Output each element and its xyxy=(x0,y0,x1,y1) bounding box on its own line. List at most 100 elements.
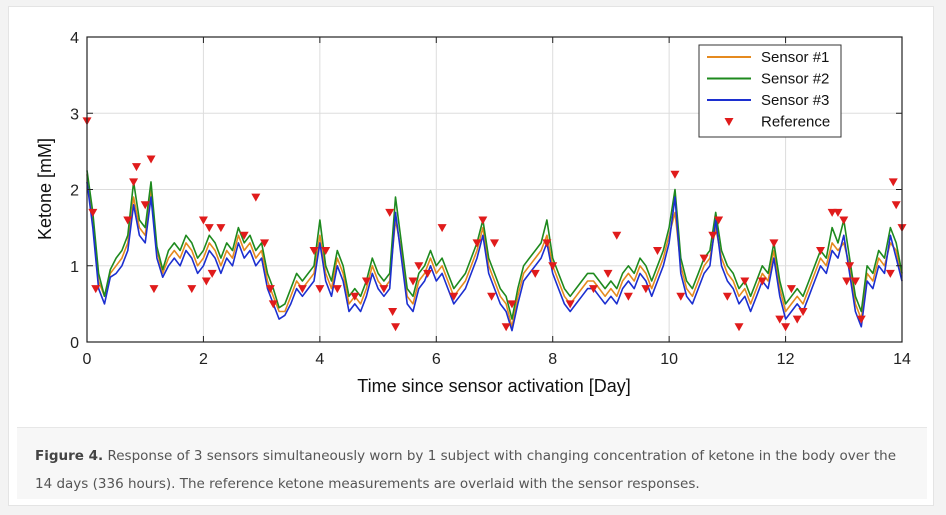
x-tick-label: 2 xyxy=(199,351,208,368)
reference-marker xyxy=(207,269,217,278)
reference-marker xyxy=(391,323,401,332)
x-tick-label: 0 xyxy=(83,351,92,368)
reference-marker xyxy=(315,285,325,294)
reference-marker xyxy=(361,277,371,286)
y-axis-label: Ketone [mM] xyxy=(35,138,55,240)
reference-marker xyxy=(332,285,342,294)
reference-marker xyxy=(379,285,389,294)
reference-marker xyxy=(792,315,802,324)
reference-marker xyxy=(856,315,866,324)
y-tick-label: 3 xyxy=(70,106,79,123)
caption-label: Figure 4. xyxy=(35,448,104,464)
reference-marker xyxy=(146,155,156,164)
reference-marker xyxy=(827,208,837,217)
reference-marker xyxy=(251,193,261,202)
reference-marker xyxy=(321,247,331,255)
sensor-2-line xyxy=(86,170,903,320)
x-tick-label: 14 xyxy=(893,351,911,368)
legend-label-sensor-3: Sensor #3 xyxy=(761,92,829,109)
legend: Sensor #1 Sensor #2 Sensor #3 Reference xyxy=(698,44,842,138)
reference-marker xyxy=(653,247,662,255)
reference-marker xyxy=(408,277,418,286)
reference-marker xyxy=(265,285,275,294)
reference-marker xyxy=(385,208,395,217)
reference-marker xyxy=(670,170,680,179)
reference-marker xyxy=(478,216,488,225)
reference-marker xyxy=(722,292,732,301)
caption-text: Response of 3 sensors simultaneously wor… xyxy=(35,448,896,492)
reference-marker xyxy=(588,285,598,294)
reference-marker xyxy=(239,231,249,240)
reference-marker xyxy=(423,269,433,278)
reference-marker xyxy=(769,239,779,248)
reference-marker xyxy=(149,285,159,294)
reference-marker xyxy=(839,216,849,225)
reference-marker xyxy=(88,208,98,217)
reference-marker xyxy=(140,201,150,210)
reference-marker xyxy=(530,269,540,278)
reference-marker xyxy=(297,285,307,294)
reference-marker xyxy=(437,224,447,233)
reference-marker xyxy=(548,262,558,271)
sensor-3-line xyxy=(86,181,903,332)
y-tick-label: 1 xyxy=(70,259,79,276)
figure-caption: Figure 4. Response of 3 sensors simultan… xyxy=(17,427,927,499)
reference-marker xyxy=(734,323,744,332)
reference-marker xyxy=(131,163,141,172)
reference-marker xyxy=(309,247,319,255)
reference-marker xyxy=(507,300,517,309)
reference-marker xyxy=(542,239,552,248)
reference-marker xyxy=(641,285,651,294)
reference-marker xyxy=(845,262,855,271)
y-tick-label: 4 xyxy=(70,30,79,47)
reference-marker xyxy=(833,208,843,217)
x-tick-label: 4 xyxy=(315,351,324,368)
reference-marker xyxy=(388,308,398,316)
reference-marker xyxy=(201,277,211,286)
reference-marker xyxy=(757,277,767,286)
reference-marker xyxy=(198,216,208,225)
reference-marker xyxy=(888,178,898,187)
reference-marker xyxy=(603,269,613,278)
reference-marker xyxy=(676,292,686,301)
reference-marker xyxy=(699,254,709,263)
reference-marker xyxy=(216,224,226,233)
reference-marker xyxy=(565,300,575,309)
reference-marker xyxy=(740,277,750,286)
reference-marker xyxy=(204,224,214,233)
x-axis-label: Time since sensor activation [Day] xyxy=(357,376,630,396)
reference-marker xyxy=(798,308,808,316)
reference-markers xyxy=(82,117,907,332)
reference-marker xyxy=(268,300,278,309)
reference-marker xyxy=(350,292,360,301)
reference-marker xyxy=(449,292,459,301)
legend-label-reference: Reference xyxy=(761,114,830,131)
figure-card: 0 2 4 6 8 10 12 14 0 1 2 3 4 Time since sensor activ… xyxy=(8,6,934,506)
reference-marker xyxy=(708,231,718,240)
reference-marker xyxy=(885,269,895,278)
legend-swatch-reference xyxy=(724,118,734,126)
reference-marker xyxy=(612,231,622,240)
y-tick-label: 0 xyxy=(70,335,79,352)
x-tick-label: 8 xyxy=(548,351,557,368)
x-tick-label: 6 xyxy=(432,351,441,368)
reference-marker xyxy=(623,292,633,301)
reference-marker xyxy=(501,323,511,332)
legend-box xyxy=(698,44,842,138)
legend-label-sensor-1: Sensor #1 xyxy=(761,49,829,66)
reference-marker xyxy=(260,239,270,248)
reference-marker xyxy=(891,201,901,210)
reference-marker xyxy=(842,277,852,286)
x-tick-label: 10 xyxy=(660,351,678,368)
reference-marker xyxy=(850,277,860,286)
reference-marker xyxy=(123,216,133,225)
reference-marker xyxy=(91,285,101,294)
reference-marker xyxy=(414,262,424,271)
y-tick-label: 2 xyxy=(70,183,79,200)
reference-marker xyxy=(472,239,482,248)
reference-marker xyxy=(129,178,139,187)
reference-marker xyxy=(490,239,499,248)
x-tick-label: 12 xyxy=(777,351,795,368)
